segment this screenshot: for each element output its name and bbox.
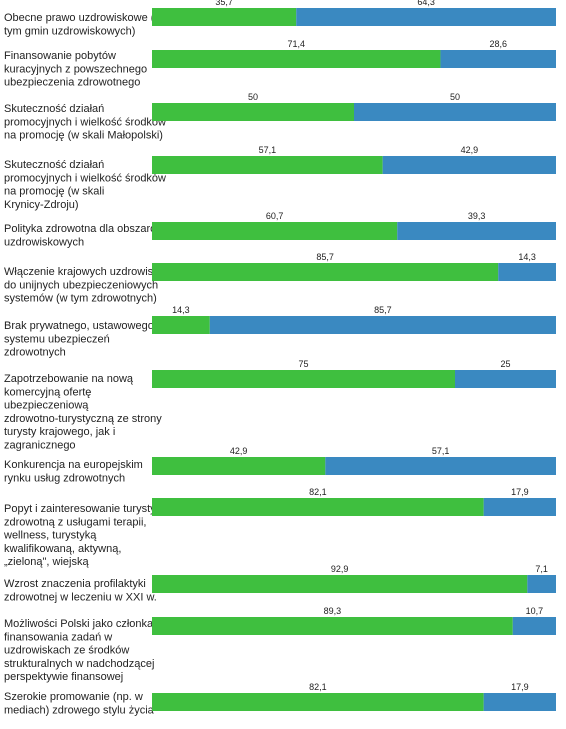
bar-segment-series1 [152,50,441,68]
bar-segment-series2 [527,575,556,593]
data-label-series2: 28,6 [489,39,507,49]
bar-segment-series2 [483,693,556,711]
data-label-series1: 75 [298,359,308,369]
data-label-series1: 89,3 [324,606,342,616]
bar-segment-series1 [152,103,354,121]
bar-segment-series1 [152,575,528,593]
data-label-series2: 10,7 [526,606,544,616]
category-label: Zapotrzebowanie na nową komercyjną ofertę… [4,373,162,452]
data-label-series2: 39,3 [468,211,486,221]
category-label: Wzrost znaczenia profilaktyki zdrowotnej … [4,578,157,603]
data-label-series1: 82,1 [309,682,327,692]
data-label-series1: 42,9 [230,446,248,456]
bar-segment-series2 [325,457,556,475]
bar-segment-series1 [152,498,484,516]
category-label: Finansowanie pobytów kuracyjnych z powsze… [4,50,147,89]
data-label-series2: 85,7 [374,305,392,315]
bar-segment-series2 [296,8,556,26]
bar-segment-series1 [152,693,484,711]
category-label: Szerokie promowanie (np. w mediach) zdrow… [4,691,155,716]
data-label-series2: 42,9 [461,145,479,155]
bar-segment-series1 [152,8,297,26]
category-label: Obecne prawo uzdrowiskowe (w tym gmin uzd… [4,12,162,37]
bar-segment-series2 [354,103,556,121]
bar-segment-series2 [382,156,556,174]
data-label-series1: 60,7 [266,211,284,221]
category-label: Brak prywatnego, ustawowego systemu ubezp… [4,320,154,359]
data-label-series1: 71,4 [287,39,305,49]
category-label: Popyt i zainteresowanie turystyką zdrowot… [3,503,168,568]
data-label-series2: 17,9 [511,487,529,497]
bar-segment-series1 [152,263,499,281]
category-label: Skuteczność działań promocyjnych i wielko… [4,103,166,142]
data-label-series1: 14,3 [172,305,190,315]
data-label-series1: 82,1 [309,487,327,497]
category-label: Polityka zdrowotna dla obszarów uzdrowisk… [4,223,164,248]
data-label-series1: 50 [248,92,258,102]
bar-segment-series2 [498,263,556,281]
bar-segment-series1 [152,222,398,240]
bar-segment-series2 [455,370,556,388]
bar-segment-series1 [152,617,513,635]
data-label-series2: 64,3 [417,0,435,7]
data-label-series1: 85,7 [316,252,334,262]
data-label-series1: 35,7 [215,0,233,7]
data-label-series2: 14,3 [518,252,536,262]
data-label-series2: 7,1 [535,564,548,574]
data-label-series1: 57,1 [259,145,277,155]
bar-segment-series1 [152,457,326,475]
category-label: Konkurencja na europejskim rynku usług zd… [4,459,143,484]
bar-segment-series2 [483,498,556,516]
bar-segment-series1 [152,370,455,388]
category-label: Skuteczność działań promocyjnych i wielko… [4,159,166,211]
data-label-series1: 92,9 [331,564,349,574]
data-label-series2: 17,9 [511,682,529,692]
category-label: Możliwości Polski jako członka UE finanso… [4,618,172,683]
bar-segment-series1 [152,316,210,334]
data-label-series2: 57,1 [432,446,450,456]
bar-segment-series2 [209,316,556,334]
data-label-series2: 50 [450,92,460,102]
category-label: Włączenie krajowych uzdrowisk do unijnych… [4,266,159,305]
bar-segment-series2 [512,617,556,635]
bar-segment-series1 [152,156,383,174]
bar-segment-series2 [440,50,556,68]
data-label-series2: 25 [500,359,510,369]
bar-segment-series2 [397,222,556,240]
